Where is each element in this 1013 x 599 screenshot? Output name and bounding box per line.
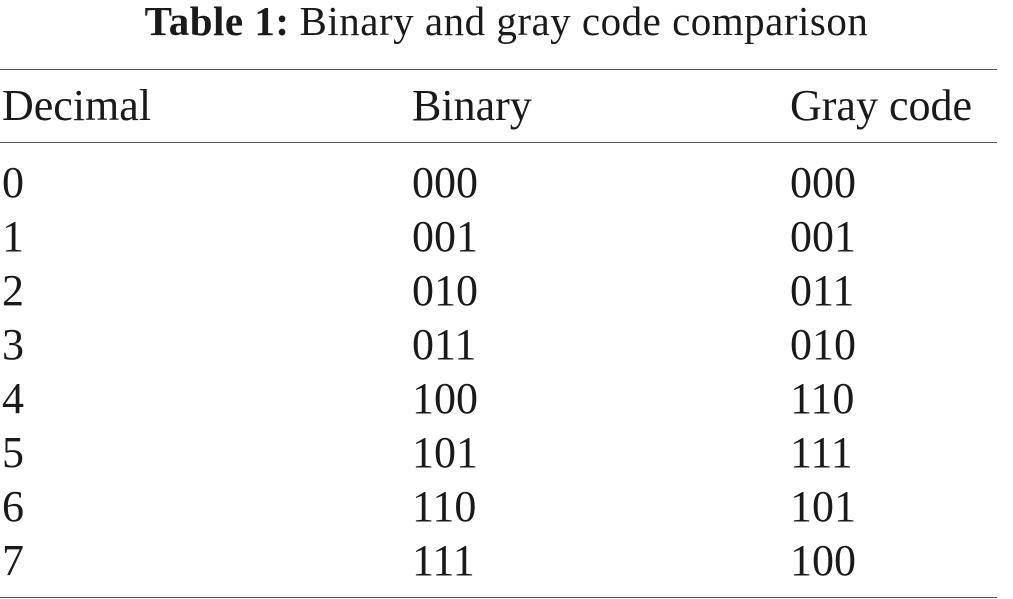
decimal-cell: 4 <box>2 374 24 423</box>
decimal-cell: 7 <box>2 536 24 585</box>
table-caption-label: Table 1: <box>144 0 290 44</box>
gray-code-cell: 110 <box>790 374 855 423</box>
binary-cell: 001 <box>412 212 478 261</box>
table-caption-text: Binary and gray code comparison <box>299 0 869 44</box>
binary-cell: 111 <box>412 536 475 585</box>
decimal-cell: 5 <box>2 428 24 477</box>
table-row: 3 011 010 <box>0 323 997 377</box>
gray-code-cell: 000 <box>790 158 856 207</box>
decimal-cell: 3 <box>2 320 24 369</box>
binary-cell: 101 <box>412 428 478 477</box>
table-row: 2 010 011 <box>0 269 997 323</box>
table-top-rule <box>0 69 997 70</box>
binary-cell: 011 <box>412 320 477 369</box>
binary-cell: 000 <box>412 158 478 207</box>
table-caption: Table 1: Binary and gray code comparison <box>0 0 1013 46</box>
decimal-cell: 2 <box>2 266 24 315</box>
table-row: 5 101 111 <box>0 431 997 485</box>
binary-cell: 010 <box>412 266 478 315</box>
decimal-cell: 1 <box>2 212 24 261</box>
header-decimal: Decimal <box>2 81 152 130</box>
decimal-cell: 6 <box>2 482 24 531</box>
table-row: 7 111 100 <box>0 539 997 593</box>
gray-code-cell: 001 <box>790 212 856 261</box>
gray-code-cell: 101 <box>790 482 856 531</box>
table-row: 4 100 110 <box>0 377 997 431</box>
decimal-cell: 0 <box>2 158 24 207</box>
table-bottom-rule <box>0 597 997 598</box>
table-row: 0 000 000 <box>0 161 997 215</box>
binary-cell: 100 <box>412 374 478 423</box>
gray-code-cell: 111 <box>790 428 853 477</box>
table-row: 6 110 101 <box>0 485 997 539</box>
gray-code-cell: 100 <box>790 536 856 585</box>
binary-cell: 110 <box>412 482 477 531</box>
gray-code-cell: 010 <box>790 320 856 369</box>
table-header-rule <box>0 142 997 143</box>
gray-code-cell: 011 <box>790 266 855 315</box>
header-gray-code: Gray code <box>790 81 973 130</box>
header-binary: Binary <box>412 81 532 130</box>
table-row: 1 001 001 <box>0 215 997 269</box>
